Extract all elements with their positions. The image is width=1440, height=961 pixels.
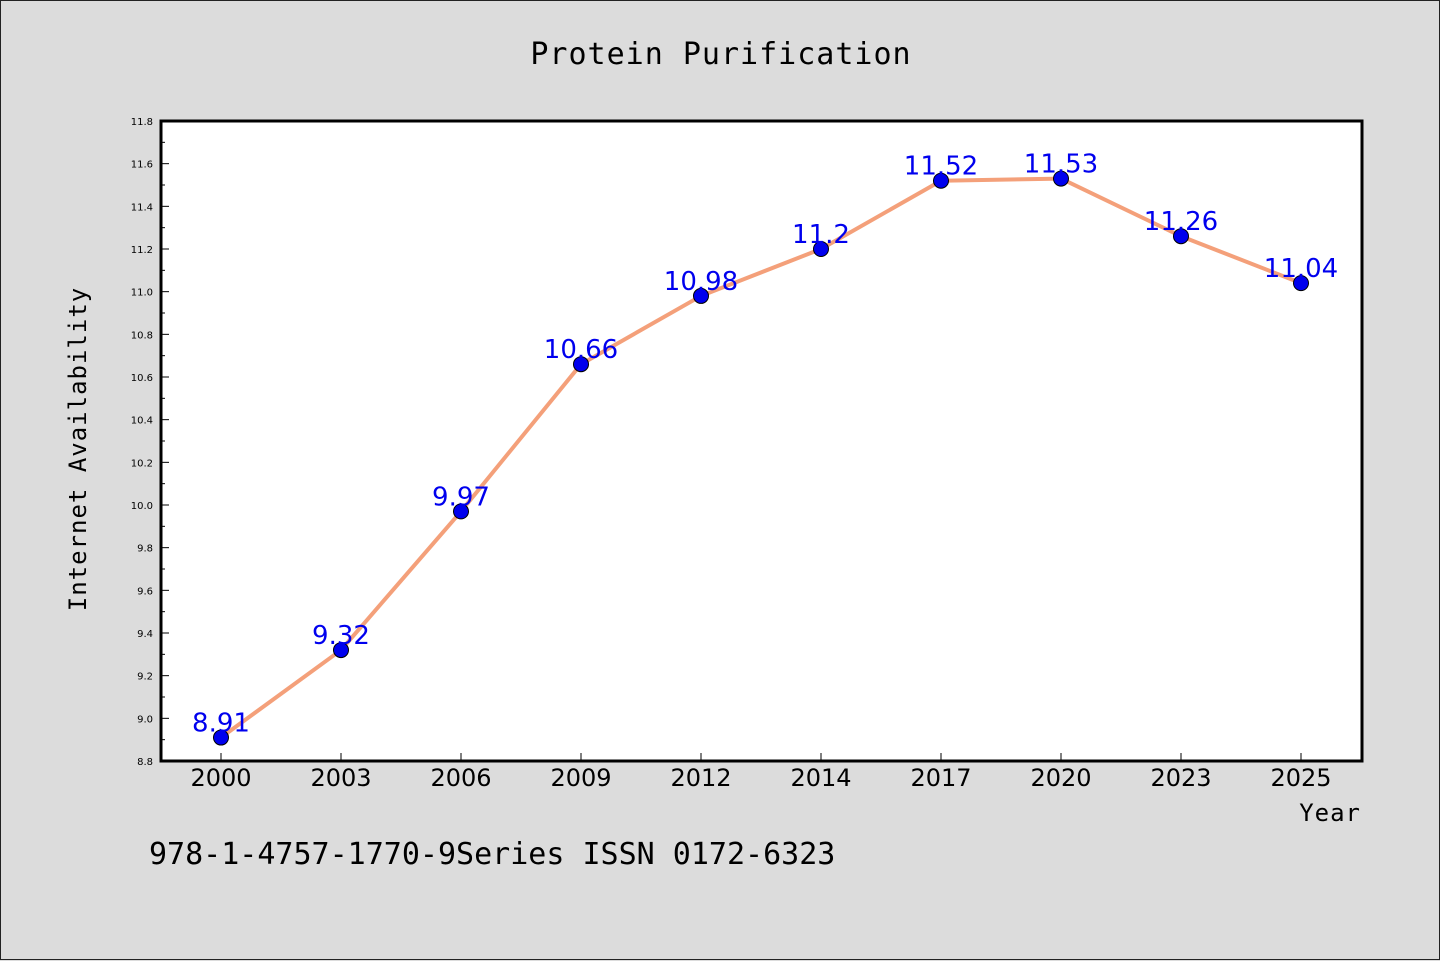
x-axis-label: Year [1299, 799, 1361, 827]
y-tick-label: 8.8 [137, 757, 153, 768]
x-tick-label: 2009 [550, 764, 611, 792]
x-tick-label: 2017 [910, 764, 971, 792]
data-point [213, 729, 229, 746]
x-tick-label: 2025 [1270, 764, 1331, 792]
data-label: 11.2 [792, 220, 850, 250]
data-label: 11.52 [904, 152, 978, 182]
x-tick-label: 2014 [790, 764, 851, 792]
footer-text: 978-1-4757-1770-9Series ISSN 0172-6323 [149, 837, 835, 872]
data-point [1053, 170, 1069, 187]
data-point [453, 503, 469, 520]
y-tick-label: 11.2 [131, 245, 153, 256]
data-label: 11.26 [1144, 207, 1218, 237]
data-point [1293, 275, 1309, 292]
data-labels: 8.91 9.32 9.97 10.66 10.98 11.2 11.52 11.53 11.2… [192, 150, 1338, 739]
data-label: 9.32 [312, 621, 370, 651]
series-line [219, 176, 1302, 740]
data-point [333, 642, 349, 659]
data-point [933, 172, 949, 189]
y-tick-label: 9.0 [137, 714, 153, 725]
data-label: 8.91 [192, 709, 250, 739]
data-point [693, 287, 709, 304]
x-tick-label: 2006 [430, 764, 491, 792]
y-axis: 8.8 9.0 9.2 9.4 9.6 9.8 10.0 10.2 10.4 10.6 10.8 11… [131, 117, 169, 768]
y-axis-label: Internet Availability [64, 287, 92, 611]
data-markers [213, 170, 1309, 746]
data-label: 11.53 [1024, 150, 1098, 180]
y-tick-label: 11.8 [131, 117, 153, 128]
y-tick-label: 11.4 [131, 202, 153, 213]
y-tick-label: 10.4 [131, 416, 153, 427]
y-tick-label: 10.8 [131, 330, 153, 341]
y-tick-label: 10.0 [131, 501, 153, 512]
data-label: 10.66 [544, 335, 618, 365]
chart-title: Protein Purification [530, 37, 911, 72]
y-tick-label: 9.4 [137, 629, 153, 640]
x-tick-label: 2012 [670, 764, 731, 792]
y-tick-label: 11.0 [131, 288, 153, 299]
data-label: 10.98 [664, 267, 738, 297]
data-point [813, 241, 829, 257]
y-tick-label: 9.8 [137, 544, 153, 555]
y-tick-label: 10.2 [131, 458, 153, 469]
x-tick-label: 2023 [1150, 764, 1211, 792]
y-tick-label: 9.2 [137, 672, 153, 683]
y-tick-label: 10.6 [131, 373, 153, 384]
y-tick-label: 11.6 [131, 160, 153, 171]
data-label: 9.97 [432, 482, 490, 512]
x-tick-label: 2020 [1030, 764, 1091, 792]
data-point [1173, 228, 1189, 245]
x-tick-label: 2003 [310, 764, 371, 792]
data-label: 11.04 [1264, 254, 1338, 284]
x-axis: 2000 2003 2006 2009 2012 2014 2017 2020 2023 2025 [190, 753, 1332, 792]
x-tick-label: 2000 [190, 764, 251, 792]
y-tick-label: 9.6 [137, 586, 153, 597]
data-point [573, 356, 589, 373]
